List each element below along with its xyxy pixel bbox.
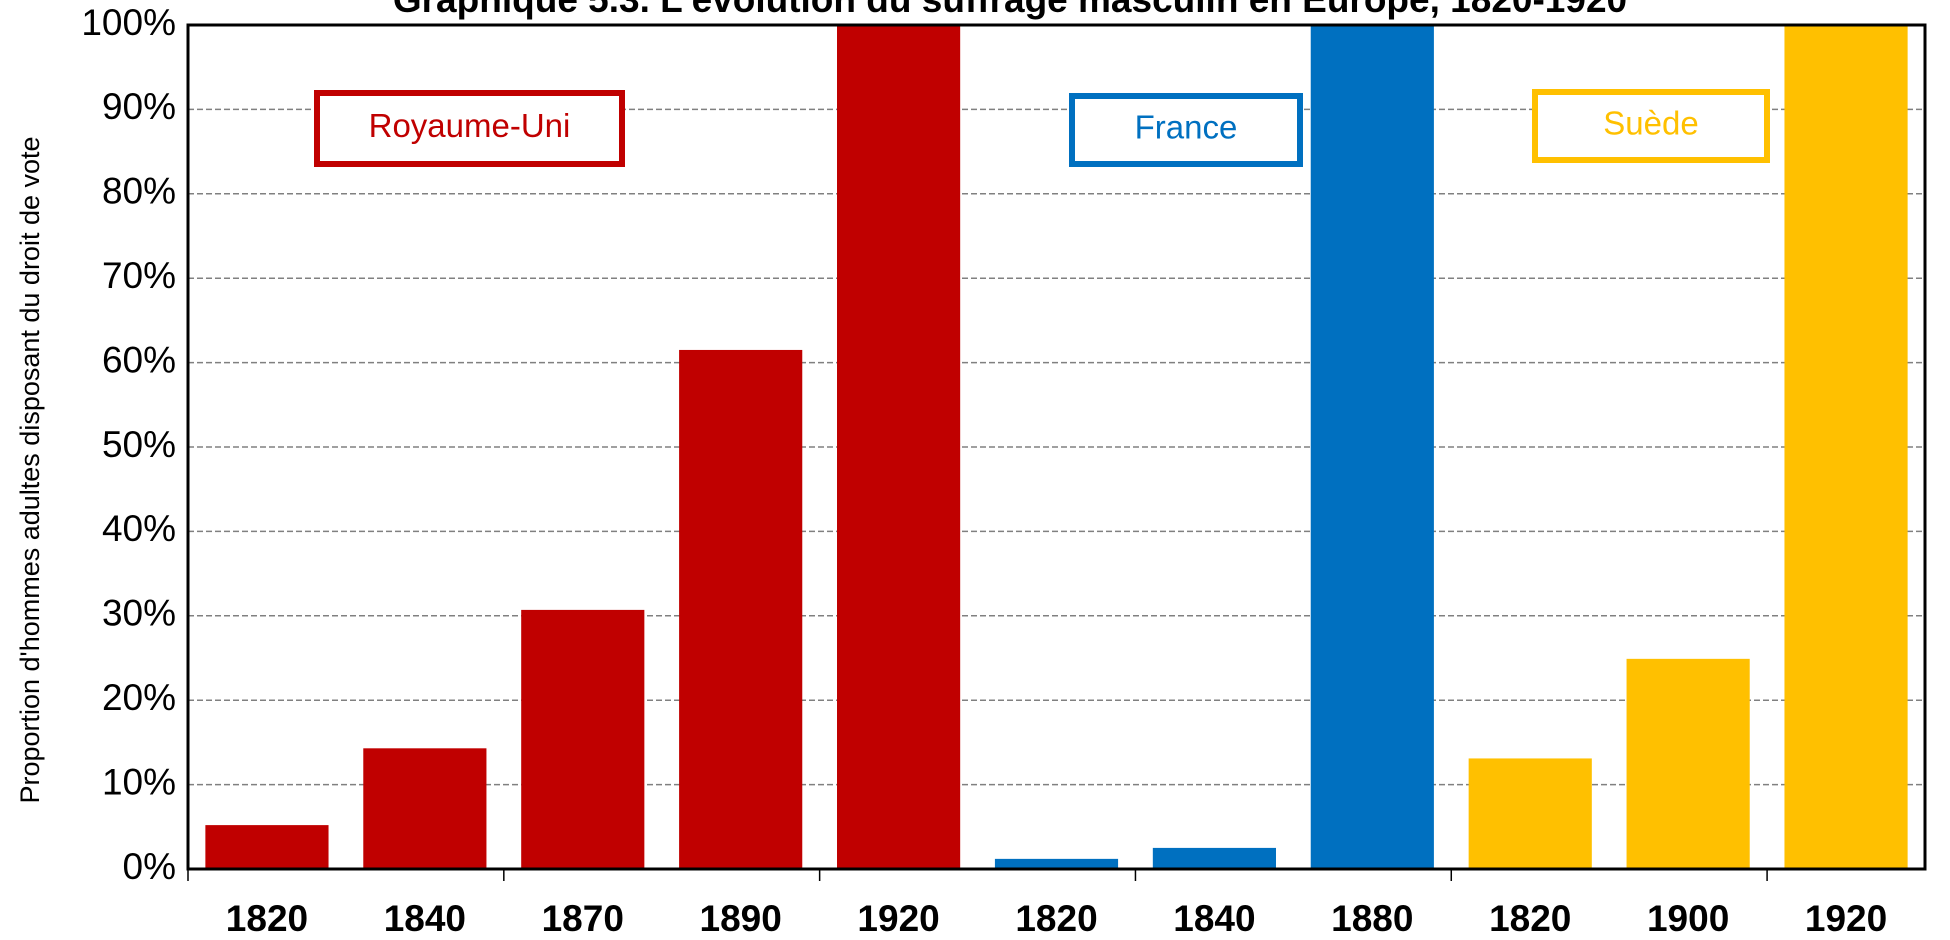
legend-label: Royaume-Uni bbox=[369, 107, 571, 144]
y-tick-label: 80% bbox=[102, 171, 176, 212]
bar bbox=[679, 349, 803, 869]
y-tick-label: 10% bbox=[102, 761, 176, 802]
bar bbox=[205, 825, 329, 869]
bar bbox=[363, 748, 487, 869]
legend-label: Suède bbox=[1603, 105, 1698, 142]
x-tick-label: 1920 bbox=[857, 898, 939, 939]
bar bbox=[1626, 658, 1750, 869]
x-tick-label: 1820 bbox=[1015, 898, 1097, 939]
y-axis-label: Proportion d'hommes adultes disposant du… bbox=[15, 136, 45, 803]
x-tick-label: 1900 bbox=[1647, 898, 1729, 939]
x-tick-label: 1820 bbox=[1489, 898, 1571, 939]
y-tick-label: 90% bbox=[102, 86, 176, 127]
legend-box bbox=[1532, 89, 1770, 163]
bar bbox=[1310, 25, 1434, 869]
bar bbox=[1152, 847, 1276, 869]
bar bbox=[837, 25, 961, 869]
legend-label: France bbox=[1135, 109, 1238, 146]
x-tick-label: 1890 bbox=[700, 898, 782, 939]
legend-box bbox=[314, 90, 625, 167]
y-tick-label: 0% bbox=[123, 846, 176, 887]
y-tick-label: 20% bbox=[102, 677, 176, 718]
bar bbox=[994, 858, 1119, 869]
plot-frame bbox=[186, 23, 1927, 871]
x-tick-label: 1840 bbox=[1173, 898, 1255, 939]
x-tick-label: 1920 bbox=[1805, 898, 1887, 939]
x-tick-label: 1870 bbox=[542, 898, 624, 939]
y-tick-label: 60% bbox=[102, 339, 176, 380]
x-tick-label: 1840 bbox=[384, 898, 466, 939]
y-tick-label: 100% bbox=[81, 2, 176, 43]
bar bbox=[1784, 25, 1908, 869]
chart-title: Graphique 5.3. L'évolution du suffrage m… bbox=[393, 0, 1627, 20]
x-tick-label: 1880 bbox=[1331, 898, 1413, 939]
bar bbox=[521, 609, 645, 869]
y-tick-label: 50% bbox=[102, 424, 176, 465]
legend-box bbox=[1069, 93, 1303, 167]
y-tick-label: 70% bbox=[102, 255, 176, 296]
bar bbox=[1468, 758, 1592, 869]
y-tick-label: 40% bbox=[102, 508, 176, 549]
x-tick-label: 1820 bbox=[226, 898, 308, 939]
y-tick-label: 30% bbox=[102, 593, 176, 634]
